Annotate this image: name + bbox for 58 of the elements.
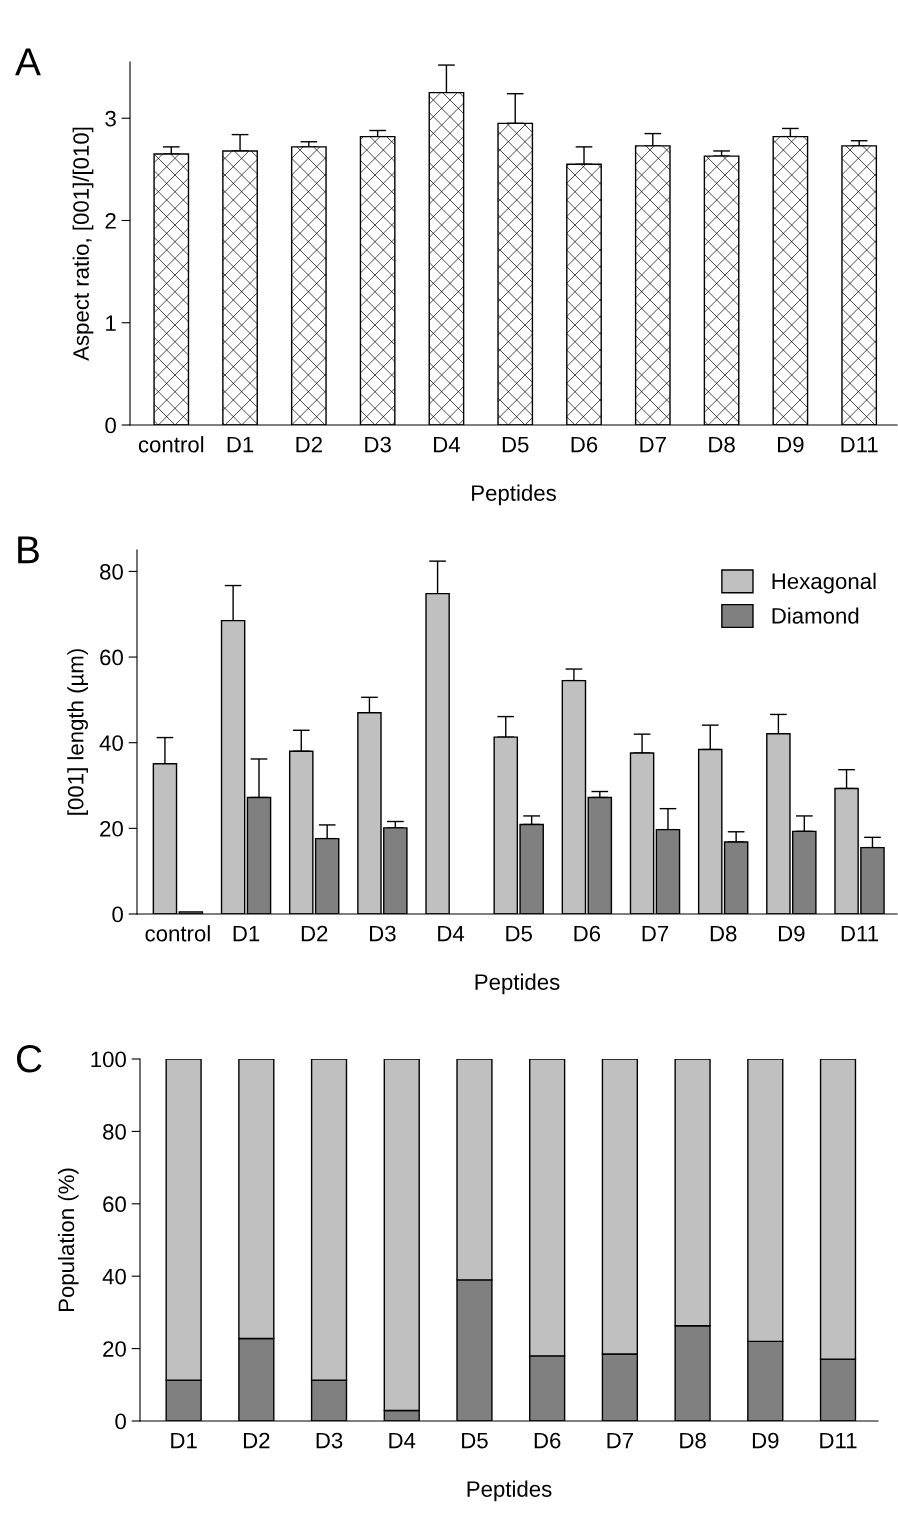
y-tick-label: 3 [105,110,116,127]
x-tick-label: D11 [841,436,878,453]
x-tick-label: D1 [233,925,260,942]
x-tick-label: D6 [574,925,601,942]
x-tick-label: D8 [709,436,735,453]
x-tick-label: D11 [820,1432,857,1449]
x-tick-label: D6 [534,1432,561,1449]
chart-title: A [15,48,41,76]
y-tick-label: 1 [106,315,116,331]
y-axis-title: Population (%) [57,1168,79,1312]
legend-label: Diamond [772,607,859,624]
x-axis-title: Peptides [475,973,560,995]
x-tick-label: D3 [316,1432,343,1449]
x-tick-label: D8 [710,925,737,942]
y-tick-label: 60 [100,649,123,666]
y-tick-label: 40 [102,1268,126,1285]
y-axis-title: [001] length (µm) [67,649,88,815]
y-axis-title: Aspect ratio, [001]/[010] [72,127,94,361]
y-tick-label: 20 [100,820,123,837]
x-axis-title: Peptides [472,484,556,506]
x-tick-label: D2 [296,436,322,453]
x-tick-label: D4 [434,436,460,453]
x-tick-label: D11 [841,925,878,942]
chart-title: B [18,536,39,564]
y-tick-label: 60 [103,1196,126,1213]
y-tick-label: 0 [105,417,116,434]
y-tick-label: 0 [112,906,123,923]
x-tick-label: D1 [227,436,254,453]
y-tick-label: 80 [100,563,123,580]
x-tick-label: D4 [389,1432,416,1449]
x-tick-label: control [145,925,210,942]
x-axis-title: Peptides [467,1480,552,1502]
x-tick-label: control [138,436,204,453]
x-tick-label: D7 [607,1432,633,1449]
y-tick-label: 100 [91,1051,126,1068]
x-tick-label: D5 [506,925,532,942]
y-tick-label: 80 [103,1123,126,1140]
x-tick-label: D6 [571,436,598,453]
x-tick-label: D2 [243,1432,270,1449]
x-tick-label: D4 [438,925,465,942]
y-tick-label: 2 [105,213,116,229]
x-tick-label: D5 [502,436,529,453]
x-tick-label: D7 [642,925,669,942]
x-tick-label: D7 [640,436,666,453]
x-tick-label: D8 [680,1432,706,1449]
legend-label: Hexagonal [772,572,876,594]
x-tick-label: D3 [365,436,391,453]
x-tick-label: D9 [778,925,805,942]
x-tick-label: D2 [301,925,328,942]
x-tick-label: D1 [171,1432,197,1449]
x-tick-label: D9 [778,436,804,453]
x-tick-label: D9 [752,1432,779,1449]
y-tick-label: 40 [99,735,123,751]
y-tick-label: 0 [115,1413,126,1430]
x-tick-label: D3 [370,925,396,942]
chart-title: C [16,1045,42,1073]
y-tick-label: 20 [103,1341,126,1357]
x-tick-label: D5 [462,1432,488,1449]
